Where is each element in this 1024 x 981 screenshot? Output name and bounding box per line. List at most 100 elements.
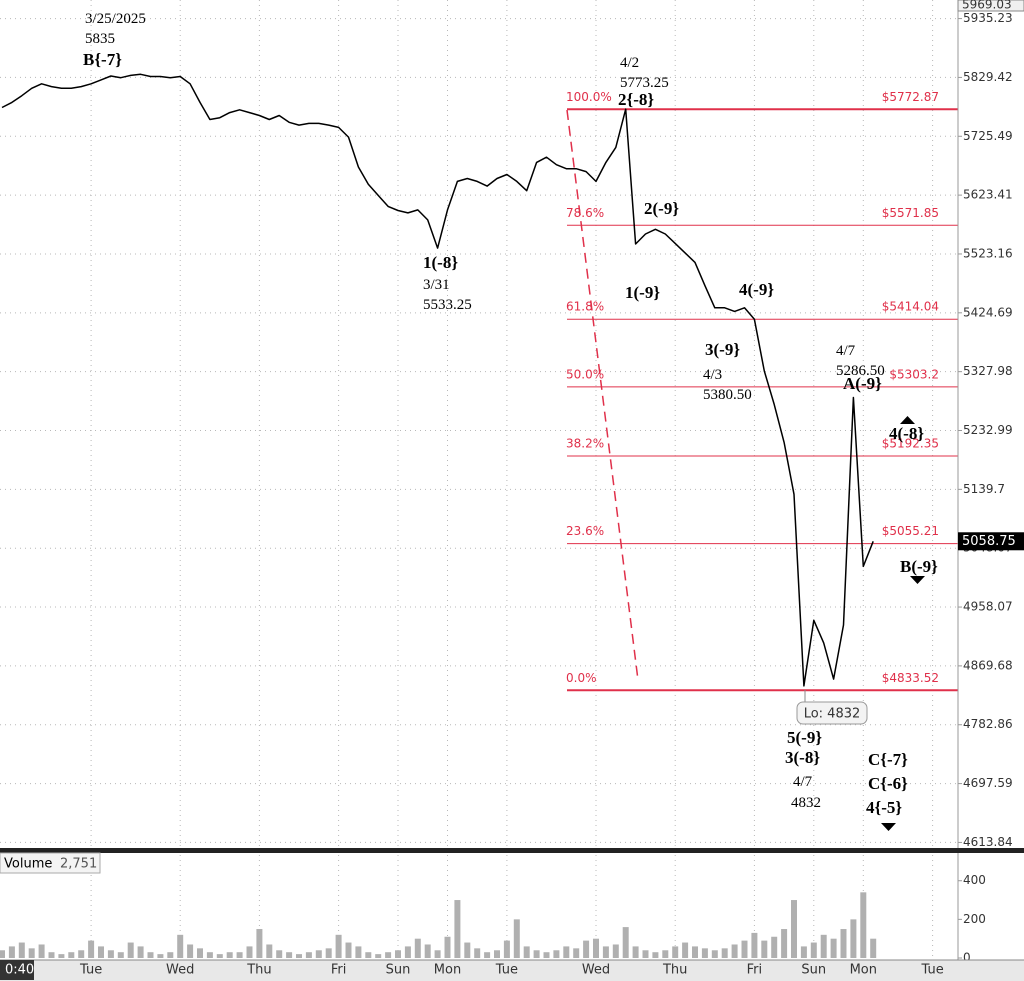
volume-bar (573, 948, 580, 958)
y-tick-label: 5829.42 (963, 70, 1013, 84)
volume-bar (58, 954, 65, 958)
wave-annotation: 4832 (791, 795, 821, 811)
volume-bar (820, 934, 827, 958)
wave-annotation: 5835 (85, 31, 115, 47)
volume-bar (286, 952, 293, 958)
x-axis-bg (0, 960, 1024, 981)
x-tick-label: Thu (662, 963, 687, 978)
volume-bar (870, 938, 877, 958)
volume-bar (226, 952, 233, 958)
wave-annotation: 3(-8} (785, 748, 820, 767)
volume-bar (444, 936, 451, 958)
volume-bar (850, 919, 857, 958)
y-tick-label: 5424.69 (963, 305, 1013, 319)
volume-bar (315, 950, 322, 958)
volume-header (0, 852, 101, 874)
volume-bar (365, 952, 372, 958)
volume-bar (276, 950, 283, 958)
wave-annotation: 4/7 (836, 343, 856, 359)
volume-bar (127, 942, 134, 958)
volume-bar (325, 948, 332, 958)
wave-annotation: 5380.50 (703, 387, 752, 403)
volume-bar (632, 946, 639, 958)
volume-bar (692, 946, 698, 958)
fib-price-label: $4833.52 (882, 671, 939, 685)
volume-bar (860, 892, 867, 958)
volume-bar (187, 944, 194, 958)
fib-levels: 100.0% $5772.87 78.6% $5571.85 61.8% $5414.04… (566, 90, 958, 692)
volume-bar (810, 942, 817, 958)
y-tick-label: 4869.68 (963, 658, 1013, 672)
volume-bar (464, 942, 471, 958)
y-tick-label: 5623.41 (963, 188, 1013, 202)
volume-bar (305, 952, 312, 958)
volume-bar (236, 952, 243, 958)
y-tick-label: 4782.86 (963, 717, 1013, 731)
volume-bar (800, 946, 807, 958)
volume-bar (167, 952, 174, 958)
x-tick-label: Wed (582, 963, 610, 978)
volume-bar (761, 940, 768, 958)
wave-annotation: B(-9} (900, 557, 938, 576)
volume-bar (98, 946, 104, 958)
volume-bar (414, 938, 421, 958)
wave-annotation: 5(-9} (787, 728, 822, 747)
volume-bar (553, 950, 560, 958)
x-tick-label: Wed (166, 963, 194, 978)
volume-bar (8, 946, 15, 958)
volume-bar (731, 944, 738, 958)
y-tick-label: 4958.07 (963, 600, 1013, 614)
volume-bar (791, 900, 797, 958)
lo-box (796, 701, 868, 725)
volume-bar (563, 946, 570, 958)
volume-bar (672, 946, 679, 958)
volume-bar (533, 950, 540, 958)
volume-title: Volume (4, 857, 52, 872)
time-label: 0:40 (5, 963, 34, 978)
volume-bar (543, 952, 550, 958)
fib-price-label: $5414.04 (882, 300, 939, 314)
volume-bar (107, 950, 114, 958)
y-tick-label: 4613.84 (963, 835, 1013, 849)
fib-price-label: $5571.85 (882, 206, 939, 220)
wave-annotation: C{-6} (868, 774, 908, 793)
down-arrow (881, 823, 896, 831)
y-tick-label: 5725.49 (963, 129, 1013, 143)
x-tick-label: Tue (495, 963, 518, 978)
y-tick-label: 5327.98 (963, 364, 1013, 378)
volume-bar (355, 946, 362, 958)
x-axis: Tue Wed Thu Fri Sun Mon Tue Wed Thu Fri Sun Mon Tue (79, 963, 944, 978)
volume-bar (781, 929, 788, 958)
volume-bar (88, 940, 95, 958)
volume-bar (612, 944, 619, 958)
volume-bar (266, 944, 273, 958)
fib-price-label: $5772.87 (882, 90, 939, 104)
x-tick-label: Sun (386, 963, 411, 978)
last-price-label: 5058.75 (962, 534, 1016, 549)
wave-annotation: 4/2 (620, 55, 639, 71)
volume-bar (117, 952, 124, 958)
volume-bar (593, 938, 599, 958)
volume-bar (474, 948, 481, 958)
wave-annotation: 3(-9} (705, 340, 740, 359)
wave-annotation: 5773.25 (620, 75, 669, 91)
x-tick-label: Sun (801, 963, 826, 978)
top-price-box (957, 0, 1024, 12)
y-tick-label: 5935.23 (963, 11, 1013, 25)
lo-label: Lo: 4832 (804, 707, 861, 722)
volume-bar (642, 950, 649, 958)
y-tick-label: 5523.16 (963, 246, 1013, 260)
volume-bar (216, 954, 223, 958)
top-price-label: 5969.03 (962, 0, 1012, 12)
fib-ratio-label: 23.6% (566, 524, 604, 538)
wave-annotation: 5286.50 (836, 363, 885, 379)
wave-annotation: 1(-9} (625, 283, 660, 302)
y-tick-label: 5139.7 (963, 482, 1005, 496)
wave-annotation: 3/31 (423, 277, 450, 293)
fib-price-label: $5303.2 (889, 367, 939, 381)
volume-bar (296, 954, 302, 958)
volume: 400 200 0 (0, 873, 986, 965)
volume-bar (0, 950, 5, 958)
volume-bar (503, 940, 510, 958)
